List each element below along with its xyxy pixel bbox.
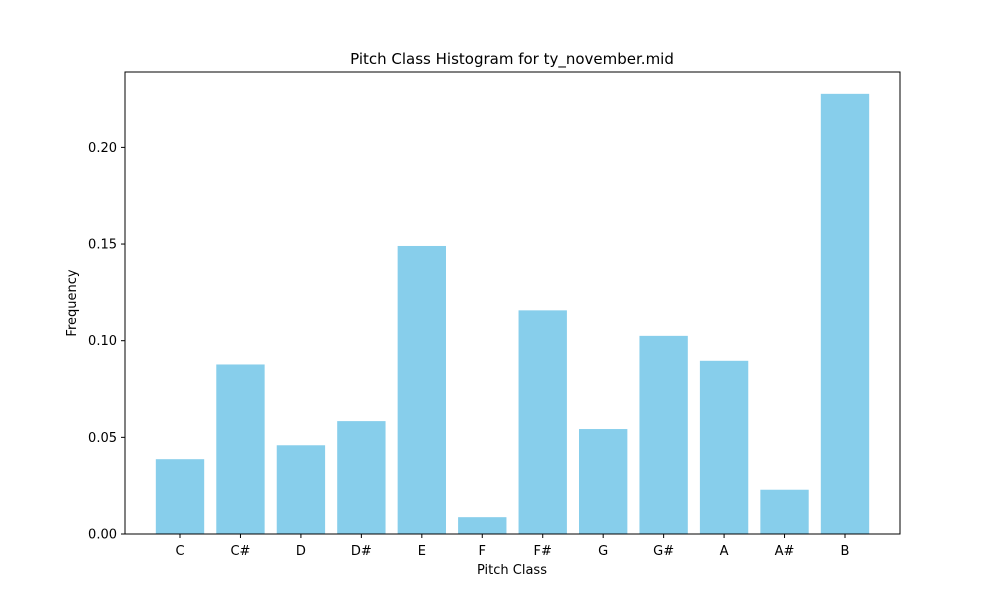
plot-frame — [124, 71, 901, 535]
x-tick-label: D# — [351, 544, 372, 559]
y-axis-label: Frequency — [65, 269, 80, 336]
x-axis-label: Pitch Class — [477, 563, 547, 578]
bar-F# — [518, 310, 567, 534]
bar-E — [397, 245, 446, 534]
bar-A — [699, 360, 749, 534]
y-tick-label: 0.15 — [88, 238, 117, 253]
x-tick-label: F — [479, 544, 486, 559]
x-tick-label: A — [720, 544, 729, 559]
bar-B — [820, 93, 870, 534]
y-axis: 0.00 0.05 0.10 0.15 0.20 — [88, 141, 125, 543]
bar-F — [458, 517, 507, 534]
x-tick-label: A# — [775, 544, 795, 559]
bar-G# — [639, 335, 688, 534]
bar-D — [276, 445, 326, 534]
y-tick-label: 0.20 — [88, 141, 117, 156]
y-tick-label: 0.10 — [88, 334, 117, 349]
chart-title: Pitch Class Histogram for ty_november.mi… — [350, 50, 674, 69]
x-tick-label: G — [598, 544, 608, 559]
bar-C# — [216, 364, 265, 534]
bar-G — [579, 429, 628, 534]
x-tick-label: F# — [534, 544, 552, 559]
x-tick-label: D — [296, 544, 306, 559]
x-tick-label: B — [841, 544, 850, 559]
x-tick-label: C# — [230, 544, 250, 559]
x-tick-label: G# — [653, 544, 674, 559]
x-tick-label: E — [418, 544, 426, 559]
bar-A# — [760, 489, 809, 534]
bar-C — [155, 459, 205, 534]
x-tick-label: C — [175, 544, 184, 559]
bar-D# — [337, 421, 386, 534]
bars-layer — [155, 93, 870, 534]
y-tick-label: 0.05 — [88, 431, 117, 446]
x-axis: C C# D D# E F F# G G# A A# B — [175, 534, 849, 559]
y-tick-label: 0.00 — [88, 528, 117, 543]
